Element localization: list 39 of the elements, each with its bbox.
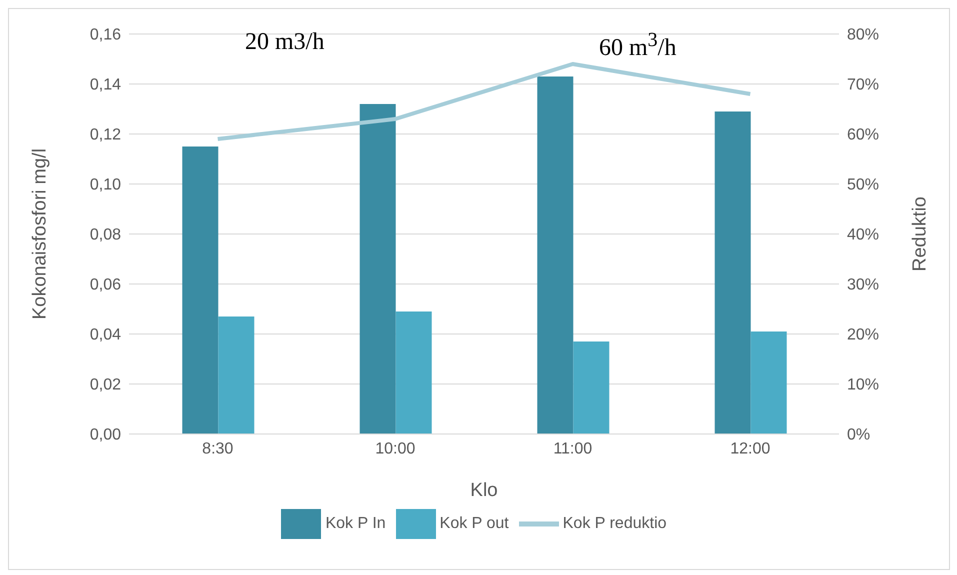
x-tick-label: 11:00 — [553, 440, 592, 458]
y-tick-label: 0,06 — [90, 276, 122, 294]
bar — [573, 342, 610, 434]
y2-tick-label: 40% — [847, 226, 880, 244]
x-tick-label: 12:00 — [730, 440, 770, 458]
y-tick-label: 0,16 — [90, 26, 122, 44]
x-axis-title: Klo — [470, 480, 498, 501]
line-series — [216, 62, 752, 141]
legend-label: Kok P reduktio — [562, 515, 667, 532]
y-tick-label: 0,04 — [90, 326, 122, 344]
y-tick-label: 0,12 — [90, 126, 122, 144]
x-tick-label: 10:00 — [375, 440, 416, 458]
legend-label: Kok P out — [440, 515, 509, 532]
y2-tick-label: 0% — [847, 426, 870, 444]
y2-axis-title: Reduktio — [910, 196, 931, 272]
y2-tick-label: 60% — [847, 126, 880, 144]
y-tick-label: 0,00 — [90, 426, 122, 444]
y2-tick-label: 30% — [847, 276, 880, 294]
y2-tick-label: 80% — [847, 26, 880, 44]
bar — [750, 332, 787, 434]
y2-tick-label: 20% — [847, 326, 880, 344]
y2-tick-label: 10% — [847, 376, 880, 394]
y-tick-label: 0,02 — [90, 376, 122, 394]
y-tick-label: 0,10 — [90, 176, 122, 194]
bar — [396, 312, 432, 434]
y2-tick-label: 70% — [847, 76, 880, 94]
annotation: 60 m$^{3}$/h — [599, 29, 676, 62]
y2-tick-label: 50% — [847, 176, 880, 194]
bar — [182, 146, 218, 434]
legend-label: Kok P In — [325, 515, 386, 532]
annotation: 20 m3/h — [245, 29, 324, 56]
y-tick-label: 0,08 — [90, 226, 122, 244]
bar — [360, 104, 396, 434]
bar — [537, 76, 574, 434]
bar — [714, 112, 751, 434]
bar — [218, 316, 254, 434]
y-tick-label: 0,14 — [90, 76, 122, 94]
y-axis-title: Kokonaisfosfori mg/l — [30, 148, 51, 320]
x-tick-label: 8:30 — [202, 440, 234, 458]
